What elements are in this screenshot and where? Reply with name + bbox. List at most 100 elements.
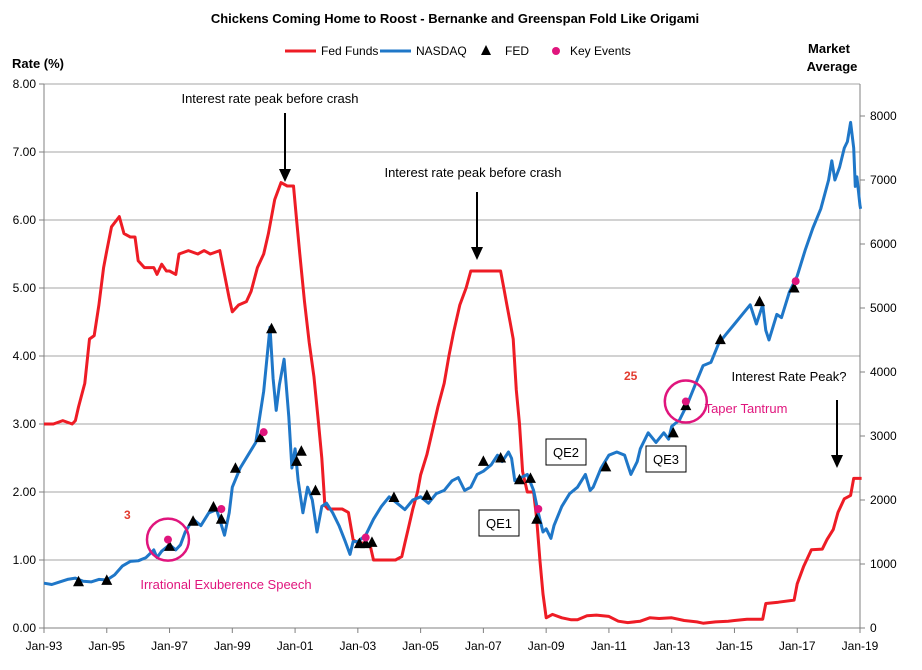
left-axis-tick-label: 2.00 bbox=[13, 485, 37, 499]
annotation-qe2-label: QE2 bbox=[553, 445, 579, 460]
right-axis-tick-label: 8000 bbox=[870, 109, 897, 123]
fed-marker-triangle bbox=[714, 333, 726, 345]
annotation-irrational-exuberance-label: Irrational Exuberence Speech bbox=[140, 577, 311, 592]
right-axis-tick-label: 0 bbox=[870, 621, 877, 635]
fed-marker-triangle bbox=[477, 455, 489, 466]
right-axis-tick-label: 4000 bbox=[870, 365, 897, 379]
annotation-qe2-box bbox=[545, 438, 587, 466]
annotation-peak-2000-label: Interest rate peak before crash bbox=[181, 91, 358, 106]
left-axis-title: Rate (%) bbox=[12, 56, 64, 71]
key-event-dot bbox=[259, 428, 268, 437]
fed-marker-triangle bbox=[164, 540, 176, 551]
x-axis-tick-label: Jan-09 bbox=[528, 639, 565, 653]
legend-key-events-dot-icon bbox=[552, 47, 560, 55]
x-axis-tick-label: Jan-05 bbox=[402, 639, 439, 653]
fed-marker-triangle bbox=[421, 489, 433, 500]
left-axis-tick-label: 4.00 bbox=[13, 349, 37, 363]
left-axis-tick-label: 1.00 bbox=[13, 553, 37, 567]
right-axis-title-line2: Average bbox=[807, 59, 858, 74]
series bbox=[43, 120, 863, 625]
left-axis-tick-label: 6.00 bbox=[13, 213, 37, 227]
fed-marker-triangle bbox=[101, 574, 113, 585]
fed-marker-triangle bbox=[513, 473, 525, 485]
left-axis-tick-label: 8.00 bbox=[13, 77, 37, 91]
fed-marker-triangle bbox=[600, 460, 612, 472]
fed-marker-triangle bbox=[187, 515, 199, 526]
left-axis-tick-label: 5.00 bbox=[13, 281, 37, 295]
fed-marker-triangle bbox=[788, 282, 800, 293]
key-event-dot bbox=[163, 535, 172, 544]
key-event-dot bbox=[681, 397, 690, 406]
annotation-qe3-label: QE3 bbox=[653, 452, 679, 467]
x-axis-tick-label: Jan-95 bbox=[88, 639, 125, 653]
annotation-qe1-label: QE1 bbox=[486, 516, 512, 531]
left-axis-tick-label: 3.00 bbox=[13, 417, 37, 431]
axes: 0.00 1.00 2.00 3.00 4.00 5.00 6.00 7.00 8.00 0 100… bbox=[13, 77, 897, 653]
x-axis-tick-label: Jan-17 bbox=[779, 639, 816, 653]
gridlines bbox=[44, 83, 860, 561]
fed-marker-triangle bbox=[366, 536, 378, 547]
annotation-number-25: 25 bbox=[624, 369, 638, 383]
fed-marker-triangle bbox=[667, 426, 679, 438]
annotations: Interest rate peak before crash Interest… bbox=[124, 91, 846, 592]
left-axis-tick-label: 7.00 bbox=[13, 145, 37, 159]
legend-nasdaq-label: NASDAQ bbox=[416, 44, 467, 58]
fed-marker-triangle bbox=[255, 431, 267, 443]
annotation-taper-tantrum-label: Taper Tantrum bbox=[705, 401, 788, 416]
fed-marker-triangle bbox=[295, 445, 307, 456]
annotation-peak-2007-label: Interest rate peak before crash bbox=[384, 165, 561, 180]
fed-marker-triangle bbox=[229, 462, 241, 473]
key-event-dot bbox=[791, 277, 800, 286]
fed-marker-triangle bbox=[266, 322, 278, 334]
annotation-number-3: 3 bbox=[124, 508, 131, 522]
nasdaq-series-line bbox=[43, 120, 863, 586]
x-axis-tick-label: Jan-19 bbox=[842, 639, 879, 653]
x-axis-tick-label: Jan-93 bbox=[26, 639, 63, 653]
fed-funds-series-line bbox=[44, 181, 862, 625]
key-event-dot bbox=[217, 505, 226, 513]
right-axis-tick-label: 1000 bbox=[870, 557, 897, 571]
annotation-peak-2000-arrowhead-icon bbox=[279, 169, 291, 182]
annotation-peak-2007-arrowhead-icon bbox=[471, 247, 483, 260]
legend-fed-funds-label: Fed Funds bbox=[321, 44, 378, 58]
fed-marker-triangle bbox=[495, 452, 507, 463]
fed-marker-triangle bbox=[531, 513, 543, 524]
annotation-peak-question-label: Interest Rate Peak? bbox=[732, 369, 847, 384]
legend-fed-label: FED bbox=[505, 44, 529, 58]
x-axis-tick-label: Jan-03 bbox=[339, 639, 376, 653]
right-axis-tick-label: 2000 bbox=[870, 493, 897, 507]
annotation-peak-question-arrowhead-icon bbox=[831, 455, 843, 468]
highlight-circle bbox=[663, 379, 709, 424]
right-axis-tick-label: 6000 bbox=[870, 237, 897, 251]
key-event-dot bbox=[361, 533, 370, 542]
fed-marker-triangle bbox=[388, 491, 400, 502]
key-event-dot bbox=[534, 505, 543, 513]
x-axis-tick-label: Jan-97 bbox=[151, 639, 188, 653]
right-axis-tick-label: 3000 bbox=[870, 429, 897, 443]
fed-marker-triangle bbox=[207, 500, 219, 512]
chart-title: Chickens Coming Home to Roost - Bernanke… bbox=[211, 11, 699, 26]
fed-marker-triangle bbox=[524, 472, 536, 483]
highlight-circle bbox=[145, 517, 191, 562]
right-axis-tick-label: 7000 bbox=[870, 173, 897, 187]
x-axis-tick-label: Jan-99 bbox=[214, 639, 251, 653]
x-axis-tick-label: Jan-11 bbox=[591, 639, 627, 653]
fed-marker-triangle bbox=[291, 455, 303, 466]
fed-marker-triangle bbox=[73, 575, 85, 587]
fed-marker-triangle bbox=[215, 513, 227, 524]
legend-key-events-label: Key Events bbox=[570, 44, 631, 58]
x-axis-tick-label: Jan-13 bbox=[653, 639, 690, 653]
fed-marker-triangle bbox=[754, 295, 766, 307]
legend-fed-triangle-icon bbox=[481, 45, 491, 55]
fed-marker-triangle bbox=[309, 484, 321, 496]
right-axis-title-line1: Market bbox=[808, 41, 851, 56]
right-axis-tick-label: 5000 bbox=[870, 301, 897, 315]
annotation-qe1-box bbox=[478, 509, 520, 537]
left-axis-tick-label: 0.00 bbox=[13, 621, 37, 635]
x-axis-tick-label: Jan-15 bbox=[716, 639, 753, 653]
markers bbox=[73, 277, 800, 587]
x-axis-tick-label: Jan-01 bbox=[277, 639, 314, 653]
x-axis-tick-label: Jan-07 bbox=[465, 639, 502, 653]
